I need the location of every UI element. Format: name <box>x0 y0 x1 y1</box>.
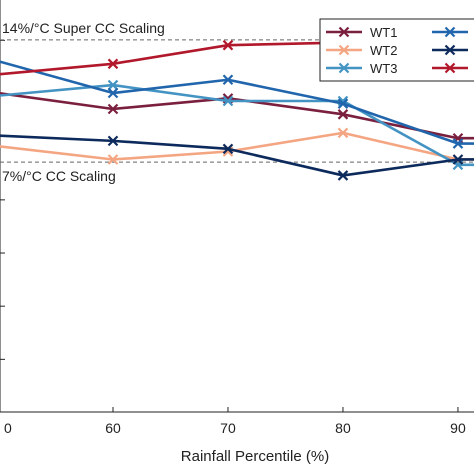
legend-label: WT1 <box>370 25 397 40</box>
legend-marker <box>444 62 456 74</box>
data-point-marker <box>222 143 234 155</box>
series-line <box>0 41 474 76</box>
data-point-marker <box>452 154 464 165</box>
x-tick-label: 90 <box>450 420 466 436</box>
series-line <box>0 60 474 145</box>
x-tick-label: 0 <box>4 420 12 436</box>
reference-line-label: 7%/°C CC Scaling <box>2 168 116 184</box>
legend-marker <box>444 26 456 38</box>
legend-label: WT3 <box>370 61 397 76</box>
legend-item: W <box>432 26 468 38</box>
data-point-marker <box>222 39 234 51</box>
data-point-marker <box>452 138 464 149</box>
x-tick-label: 60 <box>105 420 121 436</box>
legend-item: WT3 <box>326 61 397 76</box>
series-5 <box>0 134 474 181</box>
data-point-marker <box>337 98 349 109</box>
legend-marker <box>444 44 456 56</box>
x-ticks: 0 60 70 80 90 <box>0 39 466 436</box>
data-point-marker <box>107 87 119 99</box>
data-point-marker <box>222 95 234 107</box>
series-line <box>0 131 474 161</box>
data-point-marker <box>337 127 349 139</box>
legend-item: WT2 <box>326 43 397 58</box>
legend-item: WT1 <box>326 25 397 40</box>
data-point-marker <box>107 79 119 91</box>
legend-marker <box>338 26 350 38</box>
legend-label: WT2 <box>370 43 397 58</box>
legend-marker <box>338 62 350 74</box>
data-point-marker <box>107 58 119 70</box>
legend-item: W <box>432 44 468 56</box>
legend-marker <box>338 44 350 56</box>
data-point-marker <box>107 103 119 115</box>
series-line <box>0 91 474 140</box>
reference-line-label: 14%/°C Super CC Scaling <box>2 20 165 36</box>
legend: WT1WT2WT3WWW <box>319 18 474 82</box>
data-point-marker <box>107 135 119 147</box>
data-point-marker <box>107 154 119 165</box>
data-point-marker <box>337 170 349 181</box>
data-point-marker <box>337 109 349 120</box>
x-tick-label: 70 <box>220 420 236 436</box>
x-axis-title: Rainfall Percentile (%) <box>181 448 329 465</box>
series-4 <box>0 60 474 149</box>
x-tick-label: 80 <box>335 420 351 436</box>
legend-item: W <box>432 62 468 74</box>
series-line <box>0 134 474 177</box>
data-point-marker <box>222 74 234 86</box>
